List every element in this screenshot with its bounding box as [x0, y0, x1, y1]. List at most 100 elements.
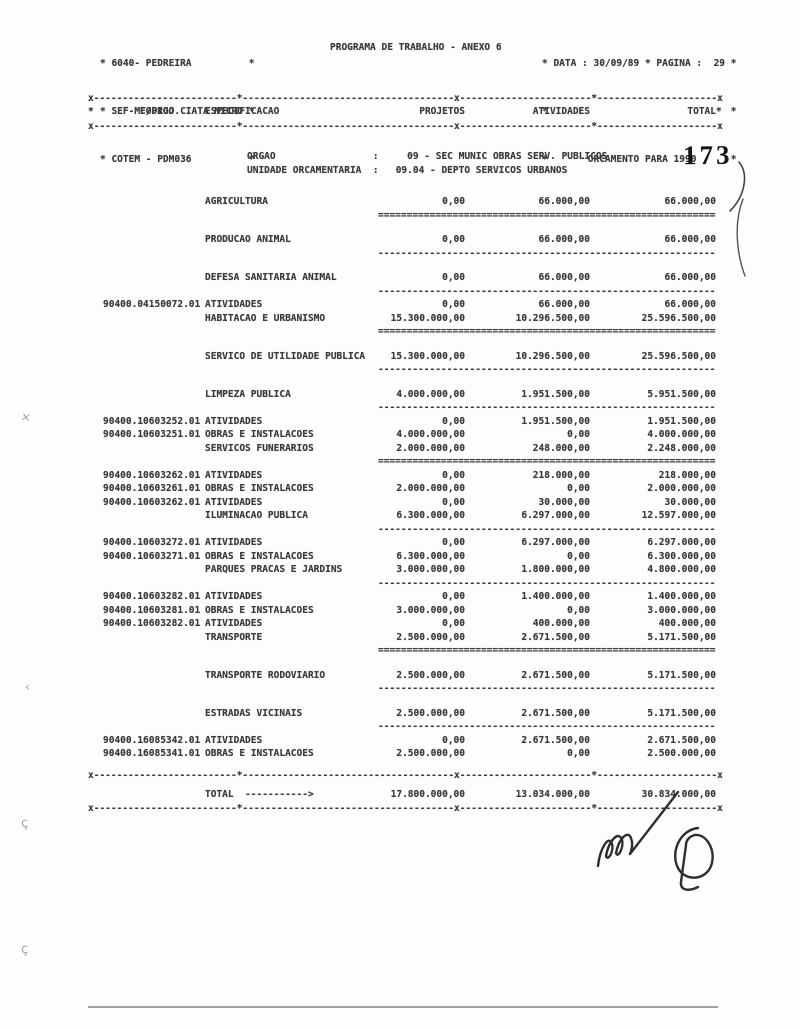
value-atividades: 0,00: [567, 483, 590, 494]
row-code: 90400.10603261.01: [103, 483, 201, 494]
table-row: 90400.16085342.01 ATIVIDADES 0,00 2.671.500…: [88, 735, 728, 749]
value-total: 5.171.500,00: [647, 669, 716, 681]
value-atividades: 1.951.500,00: [521, 415, 590, 427]
row-label: ESTRADAS VICINAIS: [205, 707, 303, 719]
row-separator: ========================================…: [88, 645, 728, 659]
row-label: OBRAS E INSTALACOES: [205, 748, 314, 759]
table-row: 90400.10603272.01 ATIVIDADES 0,00 6.297.000…: [88, 537, 728, 551]
row-code: 90400.10603282.01: [103, 618, 201, 629]
separator-line: ========================================…: [378, 645, 716, 656]
table-row: 90400.10603262.01 ATIVIDADES 0,00 30.000,00…: [88, 497, 728, 511]
value-atividades: 66.000,00: [538, 196, 590, 207]
row-code: 90400.16085342.01: [103, 734, 201, 746]
unidade-orcamentaria-line: UNIDADE ORCAMENTARIA : 09.04 - DEPTO SER…: [247, 165, 568, 176]
row-label: PARQUES PRACAS E JARDINS: [205, 564, 343, 575]
row-separator: ----------------------------------------…: [88, 402, 728, 416]
value-projetos: 4.000.000,00: [396, 429, 465, 440]
value-atividades: 1.400.000,00: [521, 591, 590, 602]
value-projetos: 3.000.000,00: [396, 604, 465, 616]
row-label: ATIVIDADES: [205, 299, 263, 310]
table-row: PARQUES PRACAS E JARDINS 3.000.000,00 1.80…: [88, 564, 728, 578]
row-label: SERVICO DE UTILIDADE PUBLICA: [205, 350, 366, 362]
margin-pencil-mark: ç: [20, 941, 29, 958]
value-projetos: 0,00: [442, 415, 465, 427]
row-label: LIMPEZA PUBLICA: [205, 388, 291, 400]
table-row: 90400.10603282.01 ATIVIDADES 0,00 400.000,0…: [88, 618, 728, 632]
value-total: 1.400.000,00: [647, 591, 716, 602]
row-label: ATIVIDADES: [205, 496, 263, 508]
table-rule: x-------------------------*-------------…: [88, 802, 723, 814]
value-total: 2.248.000,00: [647, 442, 716, 454]
table-row: TRANSPORTE RODOVIARIO 2.500.000,00 2.671.5…: [88, 670, 728, 684]
total-label: TOTAL ----------->: [205, 789, 314, 800]
row-separator: ========================================…: [88, 326, 728, 340]
row-label: ATIVIDADES: [205, 537, 263, 548]
row-code: 90400.10603262.01: [103, 496, 201, 508]
signature-scribble: [596, 790, 714, 891]
table-row: 90400.04150072.01 ATIVIDADES 0,00 66.000,00…: [88, 299, 728, 313]
value-total: 218.000,00: [658, 469, 716, 481]
value-projetos: 0,00: [442, 496, 465, 508]
value-atividades: 1.800.000,00: [521, 564, 590, 575]
table-row: 90400.10603262.01 ATIVIDADES 0,00 218.000,0…: [88, 470, 728, 484]
value-projetos: 0,00: [442, 734, 465, 746]
row-label: AGRICULTURA: [205, 196, 268, 207]
row-code: 90400.04150072.01: [103, 299, 201, 310]
report-title: PROGRAMA DE TRABALHO - ANEXO 6: [330, 42, 502, 53]
row-label: ATIVIDADES: [205, 734, 263, 746]
table-row: AGRICULTURA 0,00 66.000,00 66.000,00: [88, 196, 728, 210]
value-total: 66.000,00: [664, 234, 716, 245]
row-label: ATIVIDADES: [205, 618, 263, 629]
table-row: HABITACAO E URBANISMO 15.300.000,00 10.296…: [88, 313, 728, 327]
table-row: PRODUCAO ANIMAL 0,00 66.000,00 66.000,00: [88, 234, 728, 248]
column-header-bottom-rule: x-------------------------*-------------…: [88, 121, 723, 132]
value-projetos: 0,00: [442, 591, 465, 602]
row-separator: ----------------------------------------…: [88, 286, 728, 300]
separator-line: ========================================…: [378, 326, 716, 337]
table-row: SERVICO DE UTILIDADE PUBLICA 15.300.000,0…: [88, 351, 728, 365]
value-projetos: 2.000.000,00: [396, 442, 465, 454]
value-total: 12.597.000,00: [641, 510, 716, 521]
separator-line: ----------------------------------------…: [378, 402, 716, 413]
value-atividades: 1.951.500,00: [521, 388, 590, 400]
header-date-page-line: * DATA : 30/09/89 * PAGINA : 29 *: [542, 58, 737, 69]
report-header-left: * 6040- PEDREIRA * * SEF-MF/PROJ.CIATA M…: [100, 24, 254, 200]
value-projetos: 0,00: [442, 272, 465, 283]
value-total: 2.000.000,00: [647, 483, 716, 494]
margin-pencil-mark: ç: [20, 815, 30, 832]
table-row: 90400.10603261.01 OBRAS E INSTALACOES 2.00…: [88, 483, 728, 497]
column-especificacao: ESPECIFICACAO: [205, 106, 280, 117]
row-separator: ========================================…: [88, 456, 728, 470]
value-atividades: 0,00: [567, 429, 590, 440]
row-separator: ----------------------------------------…: [88, 578, 728, 592]
value-atividades: 2.671.500,00: [521, 669, 590, 681]
value-total: 5.951.500,00: [647, 388, 716, 400]
stamp-pen-hook-mark: [729, 161, 746, 212]
value-atividades: 218.000,00: [532, 469, 590, 481]
row-label: OBRAS E INSTALACOES: [205, 483, 314, 494]
value-projetos: 0,00: [442, 196, 465, 207]
separator-line: ========================================…: [378, 209, 716, 221]
row-separator: ----------------------------------------…: [88, 683, 728, 697]
row-label: DEFESA SANITARIA ANIMAL: [205, 272, 337, 283]
row-code: 90400.10603251.01: [103, 429, 201, 440]
row-label: TRANSPORTE: [205, 631, 263, 643]
row-separator: ----------------------------------------…: [88, 248, 728, 262]
value-atividades: 6.297.000,00: [521, 510, 590, 521]
table-row: ESTRADAS VICINAIS 2.500.000,00 2.671.500,0…: [88, 708, 728, 722]
row-code: 90400.10603252.01: [103, 415, 201, 427]
separator-line: ========================================…: [378, 456, 716, 467]
value-atividades: 30.000,00: [538, 496, 590, 508]
header-budget-year-line: * ORCAMENTO PARA 1990 *: [542, 154, 737, 165]
table-rule: x-------------------------*-------------…: [88, 769, 723, 781]
value-total: 2.671.500,00: [647, 734, 716, 746]
report-header-right: * DATA : 30/09/89 * PAGINA : 29 * * * * …: [542, 24, 736, 200]
table-row: TRANSPORTE 2.500.000,00 2.671.500,00 5.171.…: [88, 632, 728, 646]
header-spacer-line: * *: [542, 106, 737, 117]
row-separator: ----------------------------------------…: [88, 524, 728, 538]
separator-line: ----------------------------------------…: [378, 721, 716, 732]
row-label: ILUMINACAO PUBLICA: [205, 510, 308, 521]
separator-line: ----------------------------------------…: [378, 523, 716, 535]
value-projetos: 6.300.000,00: [396, 510, 465, 521]
value-total: 25.596.500,00: [641, 350, 716, 362]
